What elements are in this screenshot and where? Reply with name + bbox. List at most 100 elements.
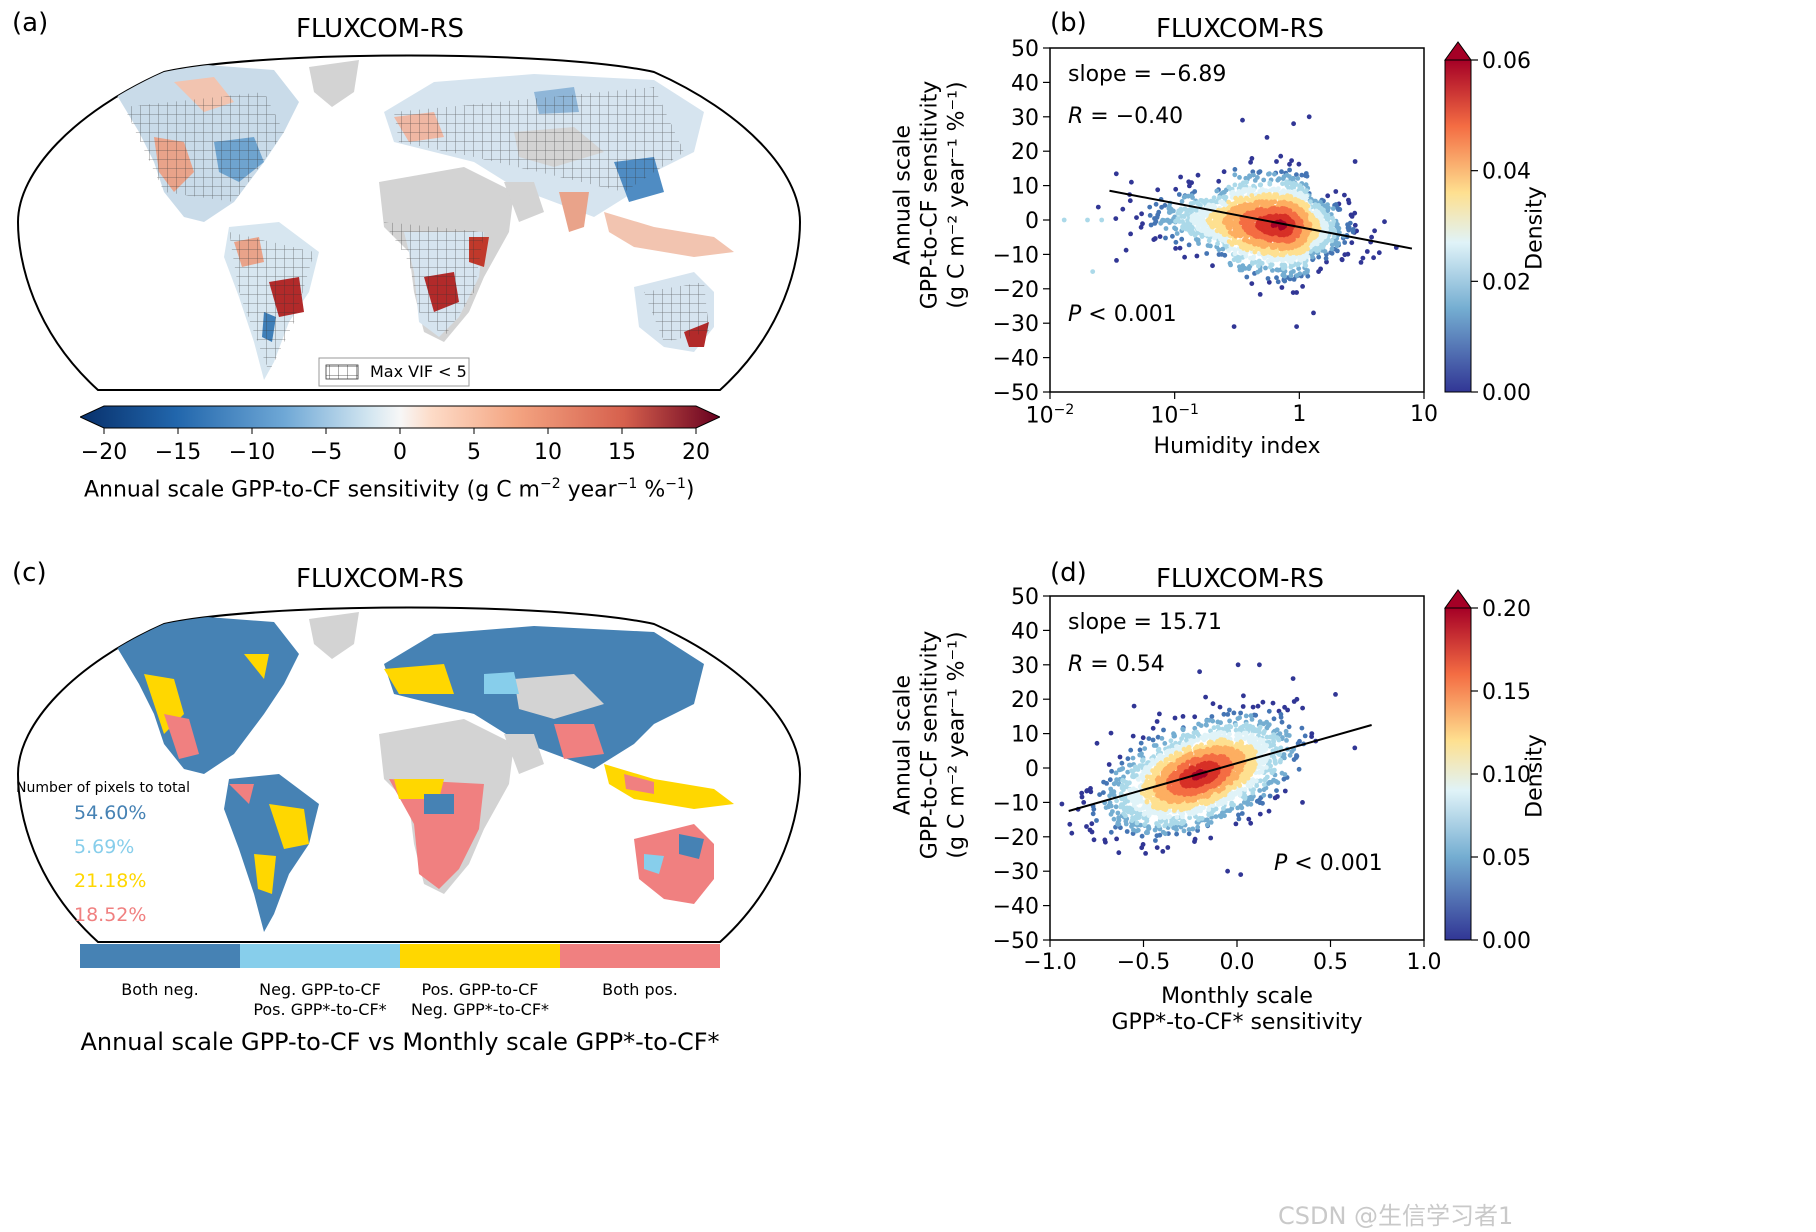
- chartD-point: [1102, 837, 1108, 843]
- chartD-point: [1173, 819, 1179, 825]
- category-label-pos-neg: Pos. GPP-to-CF Neg. GPP*-to-CF*: [410, 980, 550, 1019]
- chartB-point: [1152, 236, 1158, 241]
- chartD-point: [1300, 705, 1305, 711]
- panel-c-bottom-label: Annual scale GPP-to-CF vs Monthly scale …: [80, 1028, 720, 1056]
- chartB-outlier-point: [1129, 179, 1134, 185]
- chartB-point: [1128, 231, 1133, 237]
- chartB-y-tick-label: −50: [993, 381, 1039, 406]
- chartD-point: [1110, 809, 1115, 814]
- chartD-point: [1104, 781, 1109, 786]
- chartB-point: [1226, 239, 1232, 244]
- chartB-point: [1323, 256, 1329, 261]
- chartD-point: [1254, 783, 1260, 789]
- map-c: [14, 594, 804, 950]
- chartD-point: [1139, 833, 1145, 839]
- chartB-point: [1157, 234, 1163, 240]
- map-a-legend-label: Max VIF < 5: [370, 362, 467, 381]
- chartD-point: [1174, 831, 1179, 837]
- chartD-point: [1130, 733, 1136, 739]
- chartD-point: [1127, 780, 1132, 786]
- chartD-point: [1157, 832, 1163, 838]
- chart-b-slope: slope = −6.89: [1068, 62, 1227, 87]
- chartD-point: [1242, 736, 1248, 741]
- chartD-point: [1225, 712, 1231, 717]
- chartD-point: [1267, 793, 1273, 799]
- panel-b-title: FLUXCOM-RS: [1155, 14, 1325, 44]
- colorbar-a-bar: [78, 405, 722, 429]
- chartD-point: [1160, 829, 1166, 835]
- chartD-point: [1101, 790, 1106, 795]
- chartB-point: [1229, 191, 1234, 197]
- chartD-point: [1111, 789, 1117, 795]
- chartB-point: [1147, 213, 1153, 218]
- chartD-point: [1119, 760, 1125, 766]
- category-label-neg-pos: Neg. GPP-to-CF Pos. GPP*-to-CF*: [253, 980, 387, 1019]
- chartD-point: [1296, 766, 1302, 772]
- map-a-continents: [109, 60, 734, 380]
- chartB-point: [1289, 158, 1294, 164]
- chartD-point: [1211, 725, 1217, 731]
- chartB-point: [1194, 208, 1199, 213]
- chartD-point: [1261, 721, 1267, 727]
- chartD-point: [1198, 723, 1204, 728]
- chartB-y-tick-label: −10: [993, 243, 1039, 268]
- chartB-colorbar-tick-label: 0.02: [1482, 270, 1531, 295]
- chartB-point: [1138, 224, 1144, 230]
- chartB-point: [1342, 192, 1347, 198]
- chartD-point: [1146, 736, 1152, 741]
- chartD-point: [1067, 821, 1073, 827]
- chartD-point: [1180, 818, 1186, 824]
- chartB-point: [1176, 192, 1182, 197]
- chartB-point: [1232, 247, 1237, 252]
- chartB-y-tick-label: −40: [993, 347, 1039, 372]
- chartD-point: [1150, 737, 1156, 743]
- chartD-point: [1131, 827, 1136, 833]
- chartD-point: [1150, 725, 1156, 731]
- chartD-point: [1299, 725, 1305, 731]
- chartB-point: [1251, 254, 1257, 260]
- chartD-point: [1154, 719, 1160, 724]
- chartD-point: [1145, 781, 1151, 787]
- chartD-point: [1117, 754, 1123, 760]
- chartD-point: [1279, 719, 1285, 725]
- chartB-y-tick-label: −20: [993, 278, 1039, 303]
- chartD-point: [1352, 745, 1358, 751]
- chart-b-colorbar-extend: [1444, 41, 1472, 61]
- chartD-point: [1240, 704, 1246, 709]
- chartD-point: [1180, 727, 1186, 733]
- chartB-point: [1358, 260, 1364, 265]
- chartB-point: [1304, 173, 1310, 179]
- chartD-point: [1261, 782, 1267, 787]
- chartD-point: [1274, 788, 1279, 793]
- chartD-point: [1287, 752, 1293, 758]
- chartD-point: [1242, 787, 1248, 792]
- chartD-point: [1235, 662, 1241, 668]
- chartB-point: [1290, 290, 1296, 295]
- chartB-point: [1226, 199, 1231, 205]
- chartD-point: [1272, 795, 1278, 801]
- chartD-point: [1187, 815, 1192, 821]
- chartD-point: [1141, 815, 1147, 821]
- chartB-point: [1325, 208, 1331, 214]
- chartD-point: [1243, 713, 1249, 719]
- chartD-point: [1153, 838, 1158, 843]
- chartB-point: [1278, 223, 1283, 229]
- chartD-point: [1148, 795, 1153, 801]
- chartD-point: [1257, 739, 1263, 745]
- chartB-point: [1279, 169, 1284, 175]
- chartD-point: [1125, 769, 1131, 775]
- chartB-point: [1261, 177, 1267, 183]
- chartD-point: [1235, 716, 1241, 721]
- chartB-point: [1352, 210, 1358, 216]
- chartB-point: [1171, 208, 1176, 214]
- chartB-point: [1127, 198, 1133, 204]
- category-label-both-pos: Both pos.: [602, 980, 678, 999]
- chartB-point: [1232, 167, 1238, 172]
- panel-c-letter: (c): [12, 558, 47, 588]
- chartB-point: [1232, 182, 1238, 188]
- chartD-point: [1231, 710, 1237, 716]
- chartD-point: [1192, 714, 1198, 720]
- chartD-point: [1146, 824, 1151, 829]
- chartB-outlier-point: [1240, 117, 1245, 123]
